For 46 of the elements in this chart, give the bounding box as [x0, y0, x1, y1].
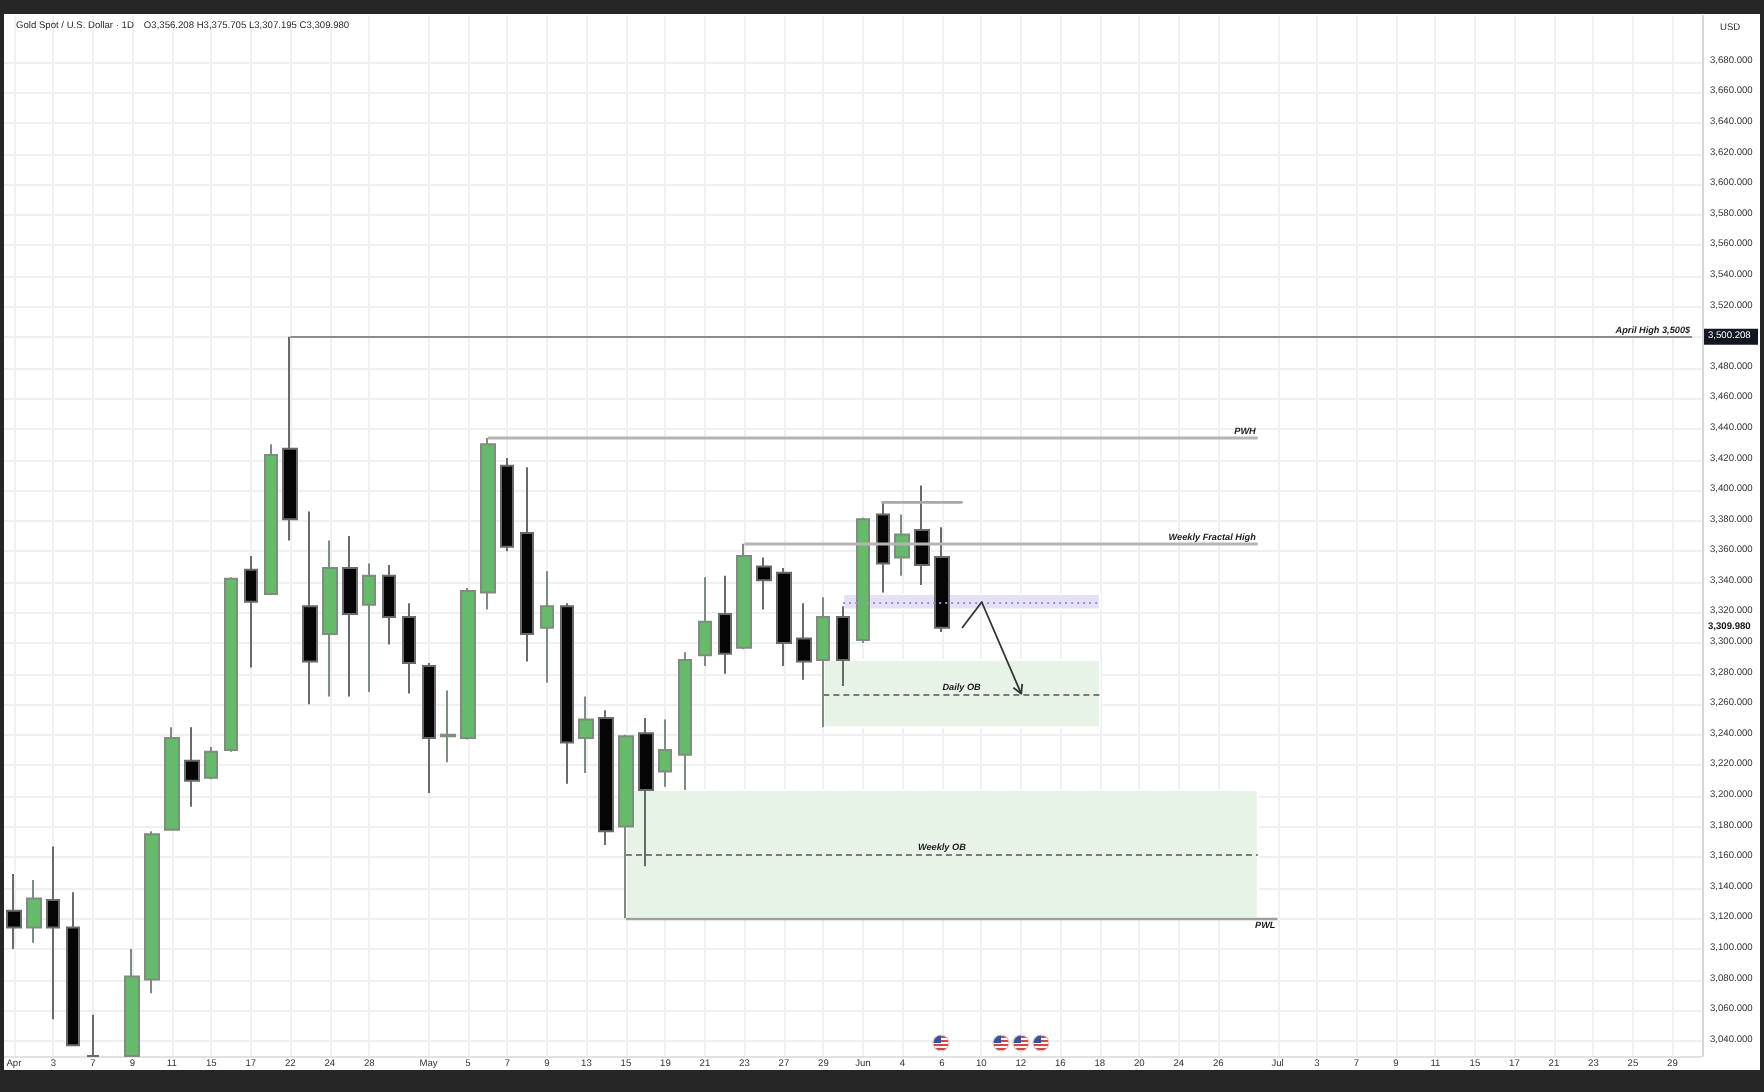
candlestick — [796, 602, 812, 681]
candlestick — [618, 733, 634, 920]
candlestick — [342, 535, 358, 698]
candlestick — [144, 830, 160, 995]
candlestick — [124, 947, 140, 1057]
candlestick — [382, 564, 396, 646]
candlestick — [698, 576, 712, 667]
candlestick — [836, 605, 850, 687]
candlestick — [184, 726, 200, 808]
candlestick — [66, 891, 80, 1047]
candlestick — [776, 567, 792, 667]
candlestick — [264, 443, 278, 596]
candlestick — [876, 501, 890, 594]
candlestick — [244, 554, 258, 669]
candlestick — [322, 539, 338, 698]
candlestick — [204, 746, 218, 781]
candlestick — [86, 1013, 100, 1057]
candlestick — [440, 689, 456, 764]
candlestick — [422, 661, 436, 794]
candlestick — [460, 587, 476, 741]
candlestick — [520, 466, 534, 663]
candlestick — [282, 335, 298, 542]
candlestick — [560, 602, 574, 785]
candlestick — [6, 873, 22, 950]
candlestick — [224, 576, 238, 753]
candlestick — [578, 695, 594, 775]
candlestick — [540, 570, 554, 684]
candlestick — [402, 602, 416, 695]
candlestick — [816, 596, 830, 729]
candlestick — [480, 437, 496, 611]
candlestick — [598, 709, 614, 846]
candlestick — [302, 510, 318, 706]
candlestick — [46, 845, 60, 1021]
candlestick — [934, 526, 950, 634]
candlestick — [500, 457, 514, 553]
candlestick — [756, 556, 772, 611]
candlestick — [678, 651, 692, 791]
candlestick — [164, 726, 180, 831]
candlestick — [658, 718, 672, 788]
candlestick — [718, 574, 732, 675]
candlestick — [638, 717, 654, 868]
candlestick — [26, 879, 42, 944]
candlestick — [736, 542, 752, 651]
candlestick — [362, 562, 376, 693]
candlestick — [914, 484, 930, 586]
candlestick — [856, 516, 870, 645]
